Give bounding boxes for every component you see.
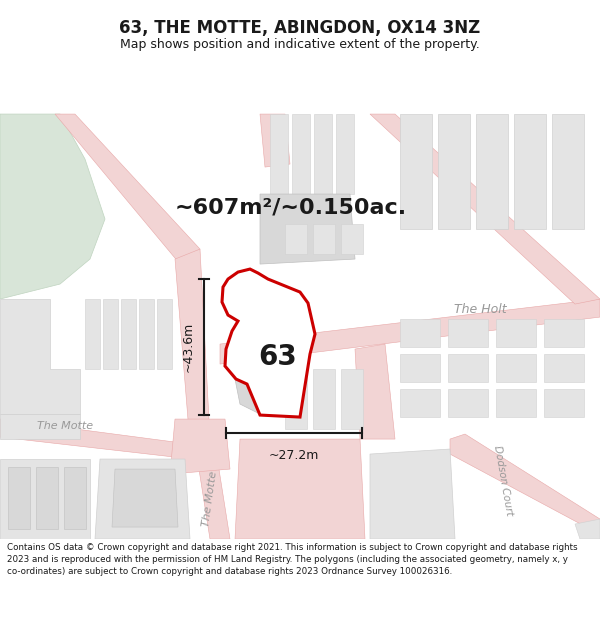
Polygon shape <box>112 469 178 527</box>
Text: ~607m²/~0.150ac.: ~607m²/~0.150ac. <box>175 197 407 217</box>
Polygon shape <box>139 299 154 369</box>
Polygon shape <box>121 299 136 369</box>
Text: Contains OS data © Crown copyright and database right 2021. This information is : Contains OS data © Crown copyright and d… <box>7 543 578 576</box>
Polygon shape <box>448 354 488 382</box>
Polygon shape <box>370 449 455 539</box>
Polygon shape <box>235 349 300 414</box>
Polygon shape <box>448 319 488 347</box>
Polygon shape <box>400 389 440 417</box>
Polygon shape <box>355 344 395 439</box>
Polygon shape <box>514 114 546 229</box>
Text: ~43.6m: ~43.6m <box>182 322 194 372</box>
Polygon shape <box>285 224 307 254</box>
Polygon shape <box>64 467 86 529</box>
Polygon shape <box>336 114 354 194</box>
Polygon shape <box>544 354 584 382</box>
Polygon shape <box>0 419 192 459</box>
Polygon shape <box>170 419 230 474</box>
Polygon shape <box>8 467 30 529</box>
Polygon shape <box>55 114 200 264</box>
Polygon shape <box>438 114 470 229</box>
Polygon shape <box>175 249 210 444</box>
Polygon shape <box>552 114 584 229</box>
Polygon shape <box>270 114 288 194</box>
Polygon shape <box>85 299 100 369</box>
Polygon shape <box>341 369 363 429</box>
Text: 63: 63 <box>259 343 298 371</box>
Polygon shape <box>450 434 600 529</box>
Text: ~27.2m: ~27.2m <box>269 449 319 462</box>
Polygon shape <box>400 114 432 229</box>
Polygon shape <box>341 224 363 254</box>
Polygon shape <box>285 369 307 429</box>
Polygon shape <box>496 354 536 382</box>
Polygon shape <box>313 224 335 254</box>
Text: The Holt: The Holt <box>454 302 506 316</box>
Polygon shape <box>575 519 600 539</box>
Polygon shape <box>0 459 90 539</box>
Polygon shape <box>103 299 118 369</box>
Polygon shape <box>496 319 536 347</box>
Polygon shape <box>260 194 355 264</box>
Polygon shape <box>400 319 440 347</box>
Polygon shape <box>400 354 440 382</box>
Text: Dodson Court: Dodson Court <box>492 445 514 517</box>
Text: The Motte: The Motte <box>37 421 93 431</box>
Text: 63, THE MOTTE, ABINGDON, OX14 3NZ: 63, THE MOTTE, ABINGDON, OX14 3NZ <box>119 19 481 36</box>
Polygon shape <box>260 114 290 167</box>
Polygon shape <box>220 299 600 364</box>
Polygon shape <box>0 114 105 299</box>
Polygon shape <box>0 299 80 414</box>
Polygon shape <box>476 114 508 229</box>
Polygon shape <box>157 299 172 369</box>
Polygon shape <box>544 319 584 347</box>
Polygon shape <box>36 467 58 529</box>
Text: The Motte: The Motte <box>201 471 219 528</box>
Polygon shape <box>235 439 365 539</box>
Polygon shape <box>292 114 310 194</box>
Polygon shape <box>496 389 536 417</box>
Polygon shape <box>95 459 190 539</box>
Text: Map shows position and indicative extent of the property.: Map shows position and indicative extent… <box>120 38 480 51</box>
Polygon shape <box>370 114 600 304</box>
Polygon shape <box>448 389 488 417</box>
Polygon shape <box>222 269 315 417</box>
Polygon shape <box>0 414 80 439</box>
Polygon shape <box>544 389 584 417</box>
Polygon shape <box>195 444 230 539</box>
Polygon shape <box>314 114 332 194</box>
Polygon shape <box>313 369 335 429</box>
